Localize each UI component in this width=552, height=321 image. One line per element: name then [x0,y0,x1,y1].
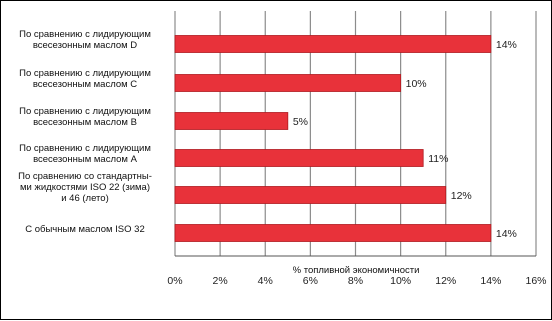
category-label-line: По сравнению с лидирующим [19,29,151,40]
category-label: По сравнению с лидирующим всесезонным мас… [3,68,167,90]
bar [174,186,447,204]
x-tick-label: 2% [213,275,228,287]
category-label-line: всесезонным маслом A [33,154,137,165]
data-label: 14% [496,39,517,51]
category-label-line: По сравнению со стандартны- [18,170,152,182]
bar [174,149,424,167]
category-label-line: По сравнению с лидирующим [19,106,151,117]
data-label: 12% [451,190,472,202]
category-label: По сравнению с лидирующим всесезонным мас… [3,143,167,165]
category-label-line: всесезонным маслом C [32,79,138,90]
category-label-line: С обычным маслом ISO 32 [25,223,145,235]
x-axis-title: % топливной экономичности [293,265,420,276]
data-label: 11% [428,153,448,165]
x-tick-label: 6% [303,275,318,287]
data-label: 14% [496,228,517,240]
category-label: По сравнению со стандартны-ми жидкостями… [3,171,167,204]
bar [174,35,492,53]
category-label-line: По сравнению с лидирующим [19,68,151,79]
category-label-line: ми жидкостями ISO 22 (зима) [20,181,150,193]
x-tick-label: 14% [480,275,501,287]
bar [174,74,402,92]
category-label-line: По сравнению с лидирующим [19,143,151,154]
bar [174,112,289,130]
x-tick-label: 4% [258,275,273,287]
x-tick-label: 10% [390,275,411,287]
category-label: По сравнению с лидирующим всесезонным мас… [3,29,167,51]
category-label: С обычным маслом ISO 32 [3,224,167,235]
category-label-line: всесезонным маслом D [32,40,138,51]
x-tick-label: 0% [167,275,182,287]
x-tick-label: 8% [348,275,363,287]
category-label: По сравнению с лидирующим всесезонным мас… [3,106,167,128]
category-label-line: и 46 (лето) [61,192,109,204]
category-label-line: всесезонным маслом B [33,117,137,128]
data-label: 5% [293,116,308,128]
data-label: 10% [406,78,427,90]
x-tick-label: 12% [435,275,456,287]
x-tick-label: 16% [525,275,546,287]
bar [174,224,492,242]
